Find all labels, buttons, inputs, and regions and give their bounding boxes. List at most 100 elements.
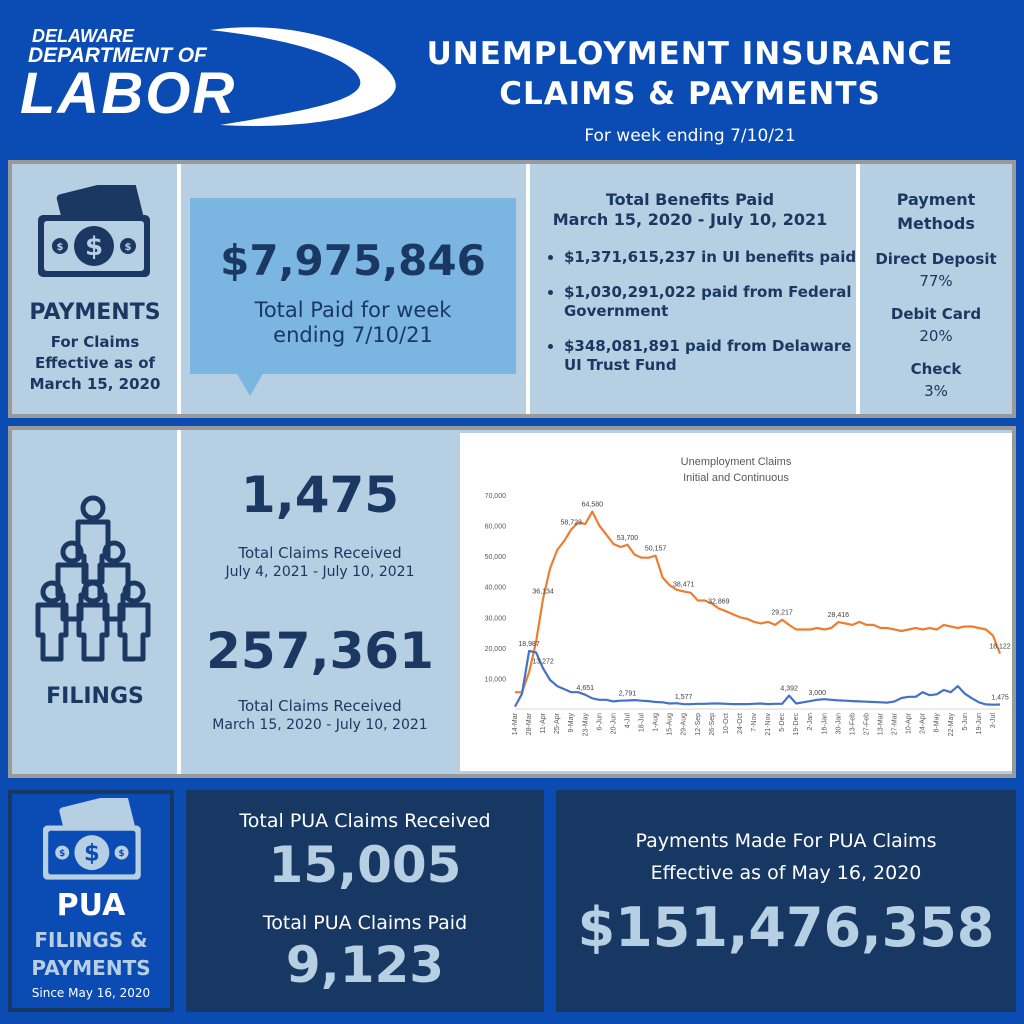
- data-label: 18,987: [518, 641, 540, 648]
- logo-line2: DEPARTMENT OF: [28, 44, 207, 67]
- benefits-title-line2: March 15, 2020 - July 10, 2021: [552, 210, 828, 229]
- weekly-claims-label-line2: July 4, 2021 - July 10, 2021: [225, 564, 415, 580]
- y-tick-label: 50,000: [485, 554, 507, 561]
- series-line-1: [514, 649, 1001, 708]
- data-label: 28,416: [828, 612, 850, 619]
- data-label: 38,471: [673, 581, 695, 588]
- benefits-list: $1,371,615,237 in UI benefits paid $1,03…: [536, 248, 869, 391]
- x-tick-label: 10-Apr: [906, 712, 913, 734]
- x-tick-label: 6-Jun: [596, 713, 603, 731]
- pua-payments-panel: [556, 790, 1016, 1012]
- payments-note: For Claims Effective as of March 15, 202…: [29, 333, 161, 393]
- y-tick-label: 60,000: [485, 524, 507, 531]
- money-icon: $ $ $: [42, 798, 141, 880]
- total-claims-label-line2: March 15, 2020 - July 10, 2021: [212, 717, 428, 733]
- claims-chart: Unemployment Claims Initial and Continuou…: [460, 433, 1012, 771]
- benefits-item: $1,030,291,022 paid from Federal Governm…: [564, 283, 869, 321]
- y-tick-label: 10,000: [485, 676, 507, 683]
- data-label: 29,217: [771, 610, 793, 617]
- x-tick-label: 14-Mar: [512, 712, 519, 735]
- money-icon: $ $ $: [38, 185, 150, 277]
- logo-swoosh-icon: [210, 27, 396, 126]
- filings-label: FILINGS: [46, 684, 144, 709]
- page-title-line1: UNEMPLOYMENT INSURANCE: [426, 36, 954, 72]
- x-tick-label: 19-Jun: [976, 713, 983, 735]
- pua-label-line2: FILINGS &: [34, 928, 148, 952]
- x-tick-label: 26-Sep: [709, 713, 716, 736]
- page-title-line2: CLAIMS & PAYMENTS: [499, 76, 881, 112]
- logo: DELAWARE DEPARTMENT OF LABOR: [20, 20, 396, 130]
- weekly-total-callout: [190, 198, 516, 374]
- x-tick-label: 2-Jan: [807, 713, 814, 731]
- x-tick-label: 25-Apr: [554, 712, 561, 734]
- x-tick-label: 13-Feb: [849, 713, 856, 735]
- x-tick-label: 7-Nov: [751, 713, 758, 732]
- data-label: 53,700: [617, 535, 639, 542]
- data-label: 3,000: [808, 690, 826, 697]
- svg-text:$: $: [119, 849, 125, 859]
- method-pct: 20%: [919, 327, 953, 345]
- svg-text:$: $: [125, 242, 132, 253]
- y-tick-label: 30,000: [485, 615, 507, 622]
- x-tick-label: 12-Sep: [695, 713, 702, 736]
- x-tick-label: 11-Apr: [540, 712, 547, 733]
- y-tick-label: 20,000: [485, 646, 507, 653]
- data-label: 4,651: [577, 685, 595, 692]
- y-tick-label: 40,000: [485, 585, 507, 592]
- y-tick-label: 70,000: [485, 493, 507, 500]
- pua-label-line3: PAYMENTS: [31, 956, 151, 980]
- chart-subtitle: Initial and Continuous: [683, 472, 789, 484]
- method-name: Direct Deposit: [875, 250, 997, 268]
- x-tick-label: 21-Nov: [765, 713, 772, 736]
- data-label: 4,392: [780, 686, 798, 693]
- page-subtitle: For week ending 7/10/21: [584, 126, 796, 146]
- x-tick-label: 27-Mar: [892, 712, 899, 735]
- x-tick-label: 20-Jun: [610, 713, 617, 735]
- callout-pointer: [236, 372, 264, 396]
- pua-paid-label: Total PUA Claims Paid: [262, 912, 468, 934]
- data-label: 18,122: [989, 644, 1011, 651]
- logo-line3: LABOR: [20, 61, 237, 126]
- weekly-claims-value: 1,475: [240, 466, 400, 524]
- series-line-0: [515, 510, 1002, 694]
- pua-payments-value: $151,476,358: [577, 896, 995, 959]
- x-tick-label: 8-May: [934, 713, 941, 733]
- x-tick-label: 15-Aug: [667, 713, 674, 736]
- payments-label: PAYMENTS: [29, 300, 161, 325]
- methods-title: Payment Methods: [896, 190, 976, 233]
- x-tick-label: 16-Jan: [821, 713, 828, 735]
- pua-payments-label-line1: Payments Made For PUA Claims: [635, 830, 937, 852]
- chart-title: Unemployment Claims: [681, 456, 792, 468]
- data-label: 36,134: [532, 589, 554, 596]
- method-name: Check: [910, 360, 962, 378]
- x-tick-label: 5-Jun: [962, 713, 969, 731]
- weekly-total-label: Total Paid for week ending 7/10/21: [254, 298, 452, 347]
- total-claims-value: 257,361: [206, 622, 434, 680]
- data-label: 13,272: [532, 658, 554, 665]
- claims-line-chart: Unemployment Claims Initial and Continuou…: [485, 456, 1011, 737]
- x-tick-label: 19-Dec: [793, 713, 800, 736]
- pua-paid-value: 9,123: [285, 936, 445, 994]
- data-label: 32,869: [708, 599, 730, 606]
- data-label: 64,580: [582, 502, 604, 509]
- svg-text:$: $: [84, 840, 100, 866]
- svg-text:$: $: [59, 849, 65, 859]
- x-tick-label: 18-Jul: [639, 713, 646, 733]
- x-tick-label: 24-Oct: [737, 713, 744, 734]
- x-tick-label: 3-Jul: [990, 713, 997, 729]
- method-pct: 77%: [919, 272, 953, 290]
- x-tick-label: 23-May: [582, 713, 589, 737]
- x-tick-label: 9-May: [568, 713, 575, 733]
- svg-text:$: $: [85, 232, 103, 262]
- x-tick-label: 24-Apr: [920, 712, 927, 734]
- x-tick-label: 1-Aug: [653, 713, 660, 732]
- people-pyramid-icon: [35, 495, 151, 662]
- pua-label-line1: PUA: [56, 888, 126, 923]
- data-label: 2,791: [619, 690, 637, 697]
- method-name: Debit Card: [890, 305, 982, 323]
- x-tick-label: 13-Mar: [878, 712, 885, 735]
- benefits-title-line1: Total Benefits Paid: [605, 190, 775, 209]
- x-tick-label: 27-Feb: [863, 713, 870, 735]
- pua-received-label: Total PUA Claims Received: [239, 810, 491, 832]
- data-label: 1,475: [991, 694, 1009, 701]
